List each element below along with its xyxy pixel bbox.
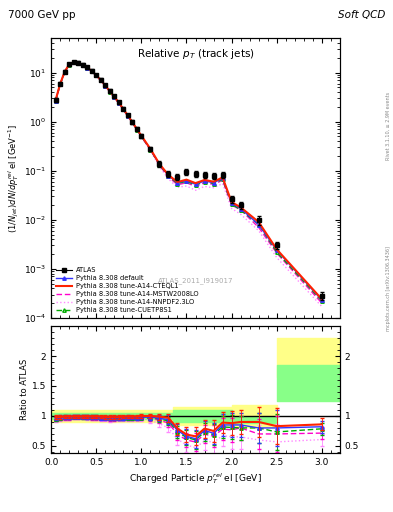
Text: mcplots.cern.ch [arXiv:1306.3436]: mcplots.cern.ch [arXiv:1306.3436]	[386, 246, 391, 331]
Text: Relative $p_{T}$ (track jets): Relative $p_{T}$ (track jets)	[137, 47, 254, 61]
Text: Soft QCD: Soft QCD	[338, 10, 385, 20]
X-axis label: Charged Particle $p^{rel}_{T}$ el [GeV]: Charged Particle $p^{rel}_{T}$ el [GeV]	[129, 471, 262, 486]
Text: Rivet 3.1.10, ≥ 2.9M events: Rivet 3.1.10, ≥ 2.9M events	[386, 92, 391, 160]
Text: ATLAS_2011_I919017: ATLAS_2011_I919017	[158, 278, 233, 284]
Y-axis label: $(1/N_{jet})dN/dp^{rel}_{T}$ el [GeV$^{-1}$]: $(1/N_{jet})dN/dp^{rel}_{T}$ el [GeV$^{-…	[7, 123, 21, 232]
Legend: ATLAS, Pythia 8.308 default, Pythia 8.308 tune-A14-CTEQL1, Pythia 8.308 tune-A14: ATLAS, Pythia 8.308 default, Pythia 8.30…	[54, 266, 200, 314]
Y-axis label: Ratio to ATLAS: Ratio to ATLAS	[20, 359, 29, 420]
Text: 7000 GeV pp: 7000 GeV pp	[8, 10, 75, 20]
